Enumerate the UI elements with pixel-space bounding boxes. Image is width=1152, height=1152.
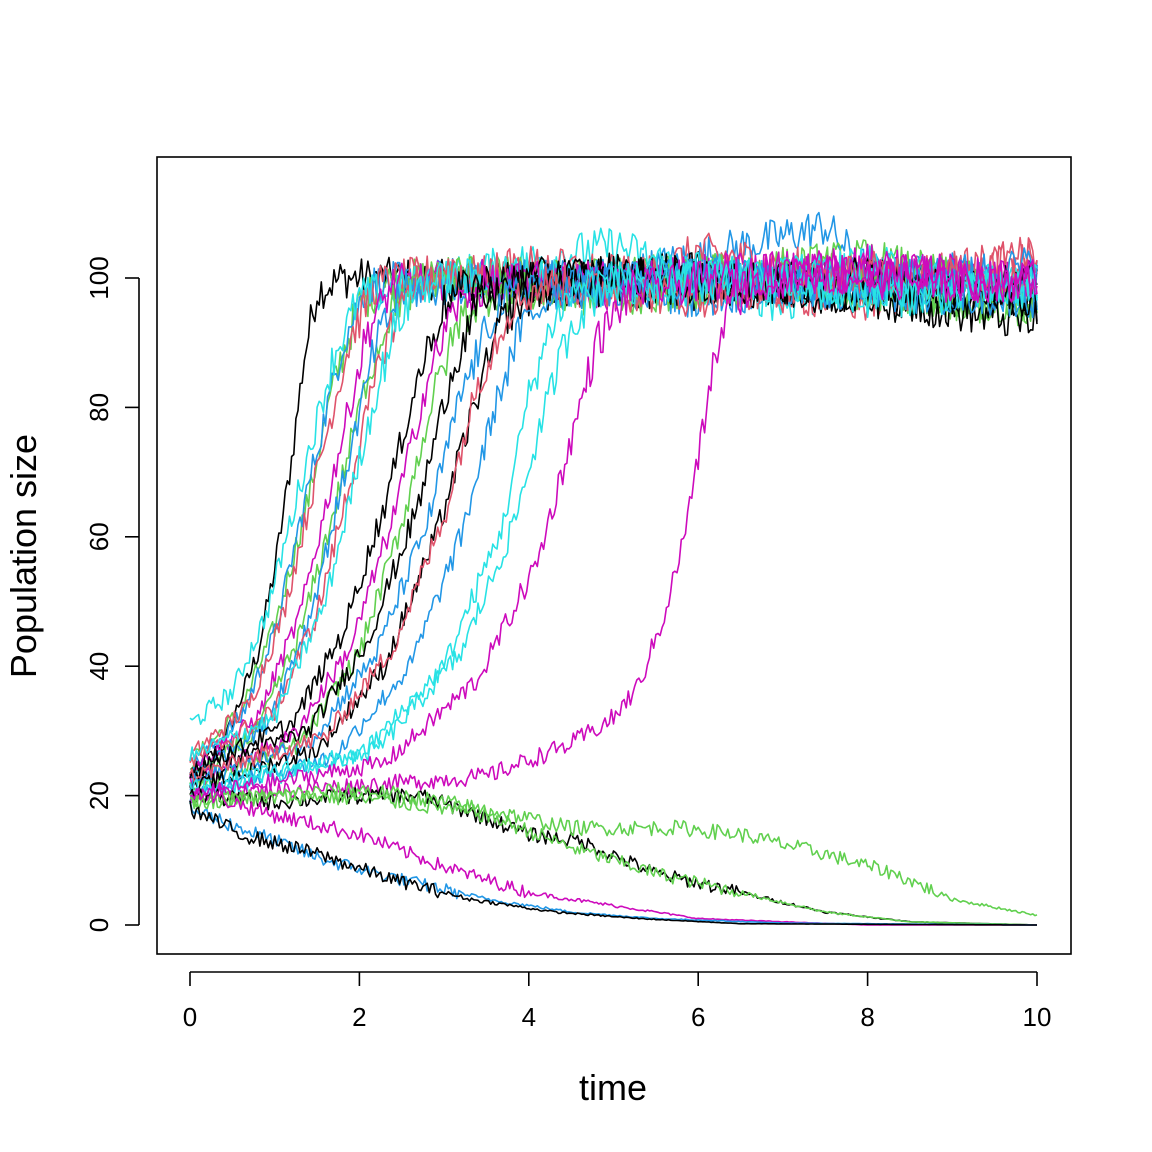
- series-layer: [189, 211, 1038, 926]
- x-axis: 0 2 4 6 8 10: [183, 971, 1052, 1032]
- series-line-1: [189, 256, 1038, 779]
- y-tick-label: 100: [84, 256, 114, 299]
- x-tick-label: 0: [183, 1002, 197, 1032]
- x-tick-label: 10: [1023, 1002, 1052, 1032]
- y-tick-label: 80: [84, 393, 114, 422]
- series-line-24: [189, 781, 1038, 917]
- series-line-18: [189, 247, 1038, 801]
- series-line-13: [189, 257, 1038, 794]
- plot-frame: [156, 156, 1072, 955]
- y-axis: 0 20 40 60 80 100: [84, 256, 140, 932]
- series-line-15: [189, 258, 1038, 789]
- y-tick-label: 20: [84, 781, 114, 810]
- series-line-6: [189, 250, 1038, 777]
- x-tick-label: 4: [522, 1002, 536, 1032]
- x-tick-label: 2: [352, 1002, 366, 1032]
- series-line-25: [189, 789, 1038, 926]
- series-line-12: [189, 243, 1038, 788]
- series-line-16: [189, 257, 1038, 795]
- y-tick-label: 60: [84, 522, 114, 551]
- y-axis-title: Population size: [3, 434, 44, 678]
- series-line-2: [189, 253, 1038, 770]
- series-line-8: [189, 252, 1038, 778]
- x-tick-label: 6: [691, 1002, 705, 1032]
- x-tick-label: 8: [860, 1002, 874, 1032]
- series-line-11: [189, 252, 1038, 779]
- x-axis-title: time: [579, 1067, 647, 1108]
- y-tick-label: 40: [84, 652, 114, 681]
- series-line-9: [189, 236, 1038, 767]
- series-line-21: [189, 251, 1038, 803]
- series-line-20: [189, 256, 1038, 794]
- series-line-28: [189, 800, 1037, 926]
- series-line-22: [189, 253, 1038, 805]
- y-tick-label: 0: [84, 918, 114, 932]
- series-line-7: [189, 239, 1038, 789]
